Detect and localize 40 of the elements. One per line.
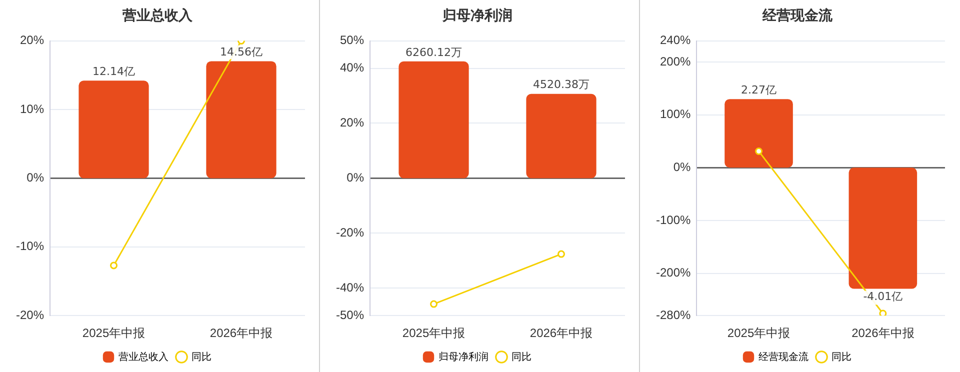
legend-label: 同比	[832, 350, 852, 363]
chart-title: 营业总收入	[122, 8, 194, 24]
y-tick-label: 0%	[673, 160, 692, 174]
y-tick-label: -50%	[336, 308, 364, 322]
chart-title: 归母净利润	[442, 7, 512, 24]
legend-label: 同比	[192, 350, 212, 363]
y-tick-label: -20%	[336, 225, 364, 240]
y-tick-label: -200%	[656, 266, 692, 280]
y-tick-label: 50%	[340, 33, 364, 48]
y-tick-label: -10%	[16, 239, 44, 254]
y-tick-label: -100%	[656, 212, 692, 227]
y-tick-label: 200%	[660, 54, 692, 68]
x-tick-label: 2026年中报	[852, 326, 914, 340]
x-tick-label: 2026年中报	[210, 326, 273, 340]
data-label: 6260.12万	[406, 46, 462, 59]
legend-label: 归母净利润	[438, 350, 488, 363]
y-tick-label: 20%	[340, 116, 364, 130]
data-label: 12.14亿	[92, 65, 136, 78]
y-tick-label: -280%	[656, 308, 692, 322]
data-label: -4.01亿	[863, 290, 903, 304]
x-tick-label: 2025年中报	[402, 326, 466, 340]
chart-title: 经营现金流	[762, 7, 834, 24]
y-tick-label: -40%	[336, 280, 364, 294]
y-tick-label: 40%	[340, 60, 364, 75]
legend-label: 营业总收入	[118, 350, 168, 363]
y-tick-label: 20%	[20, 33, 44, 48]
legend-label: 同比	[512, 350, 532, 363]
data-label: 4520.38万	[533, 78, 590, 92]
y-tick-label: 0%	[26, 170, 44, 185]
data-label: 2.27亿	[741, 83, 777, 96]
legend-label: 经营现金流	[758, 350, 808, 363]
y-tick-label: -20%	[16, 308, 44, 322]
y-tick-label: 0%	[346, 170, 364, 185]
x-tick-label: 2026年中报	[530, 326, 593, 340]
x-tick-label: 2025年中报	[727, 326, 790, 340]
data-label: 14.56亿	[220, 46, 263, 59]
x-tick-label: 2025年中报	[82, 326, 146, 340]
y-tick-label: 100%	[660, 107, 692, 122]
y-tick-label: 10%	[20, 102, 44, 116]
y-tick-label: 240%	[660, 33, 692, 48]
